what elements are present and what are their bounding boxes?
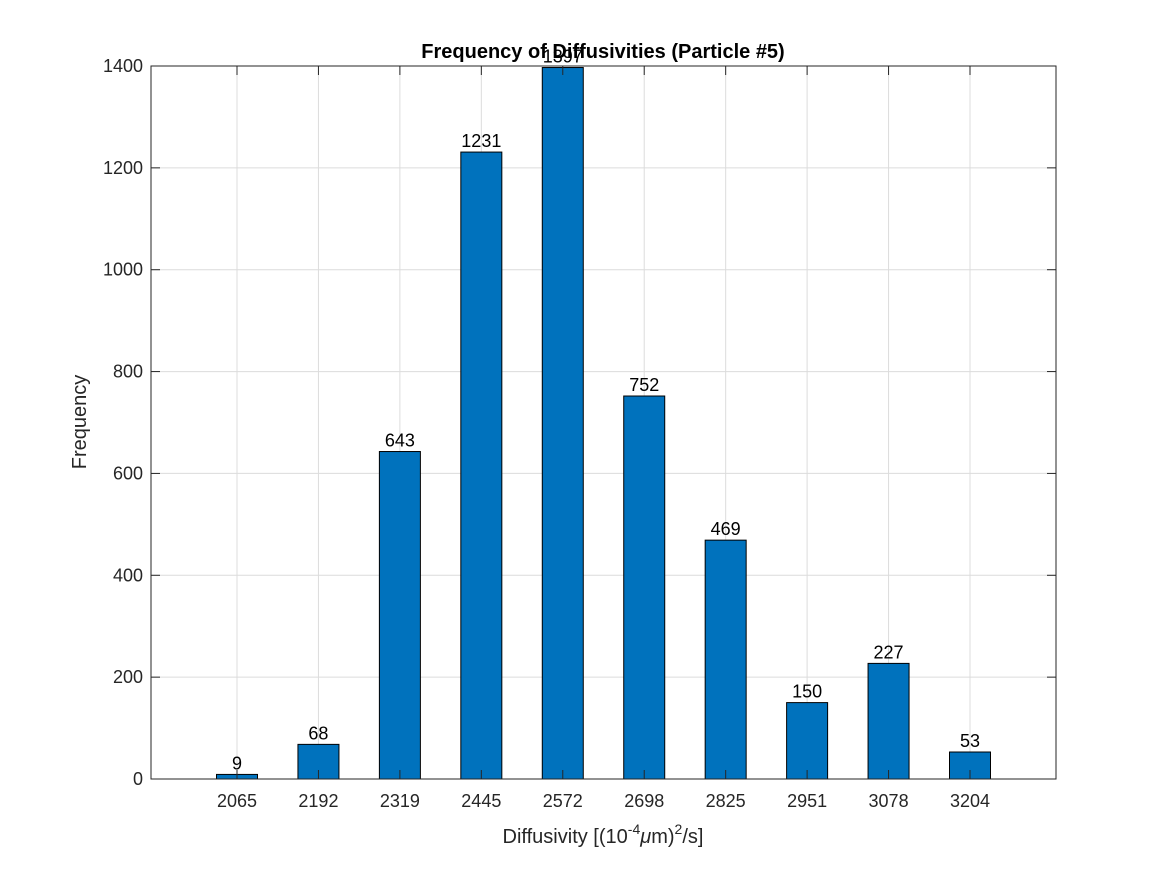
x-tick-label: 2192	[298, 791, 338, 811]
x-tick-label: 2445	[461, 791, 501, 811]
x-axis-label-prefix: Diffusivity [(10	[503, 826, 628, 848]
bar	[867, 662, 910, 780]
bar	[623, 395, 666, 780]
x-axis-label-exponent2: 2	[675, 821, 683, 837]
bar-value-label: 150	[792, 682, 822, 702]
x-tick-label: 2825	[706, 791, 746, 811]
x-axis-label: Diffusivity [(10-4μm)2/s]	[503, 821, 704, 848]
bar-value-label: 643	[385, 431, 415, 451]
x-axis-label-mu: μ	[639, 826, 651, 848]
x-tick-label: 2951	[787, 791, 827, 811]
bar-value-label: 9	[232, 753, 242, 773]
y-tick-label: 800	[113, 362, 143, 382]
bar-value-label: 1231	[461, 131, 501, 151]
y-tick-label: 0	[133, 769, 143, 789]
y-tick-label: 1400	[103, 56, 143, 76]
x-tick-label: 2572	[543, 791, 583, 811]
bar-value-label: 1397	[543, 47, 583, 67]
bar-value-label: 469	[711, 519, 741, 539]
x-tick-label: 2319	[380, 791, 420, 811]
bar-value-label: 68	[308, 723, 328, 743]
x-axis-label-suffix: /s]	[682, 826, 703, 848]
bar	[704, 539, 747, 780]
x-tick-label: 2698	[624, 791, 664, 811]
plot-box	[150, 65, 1057, 780]
x-tick-label: 3204	[950, 791, 990, 811]
x-axis-label-unit: m)	[651, 826, 674, 848]
bars	[216, 67, 991, 780]
plot-background	[151, 66, 1056, 779]
y-axis-label: Frequency	[69, 375, 91, 470]
x-axis-label-exponent: -4	[628, 821, 641, 837]
y-tick-label: 400	[113, 565, 143, 585]
bar-value-label: 752	[629, 375, 659, 395]
bar	[786, 702, 829, 780]
bar	[541, 67, 584, 780]
y-tick-label: 1200	[103, 158, 143, 178]
chart-title: Frequency of Diffusivities (Particle #5)	[421, 41, 784, 63]
x-tick-label: 3078	[869, 791, 909, 811]
y-tick-label: 1000	[103, 260, 143, 280]
bar-value-label: 53	[960, 731, 980, 751]
y-tick-label: 600	[113, 463, 143, 483]
axis-ticks: 0 200 400 600 800 1000 1200 1400 2065 2192 2319 244…	[103, 56, 1056, 811]
x-tick-label: 2065	[217, 791, 257, 811]
bar	[378, 451, 421, 780]
bar-value-labels: 9 68 643 1231 1397 752 469 150 227 53	[232, 47, 980, 774]
bar-value-label: 227	[874, 642, 904, 662]
y-tick-label: 200	[113, 667, 143, 687]
bar	[460, 151, 503, 780]
